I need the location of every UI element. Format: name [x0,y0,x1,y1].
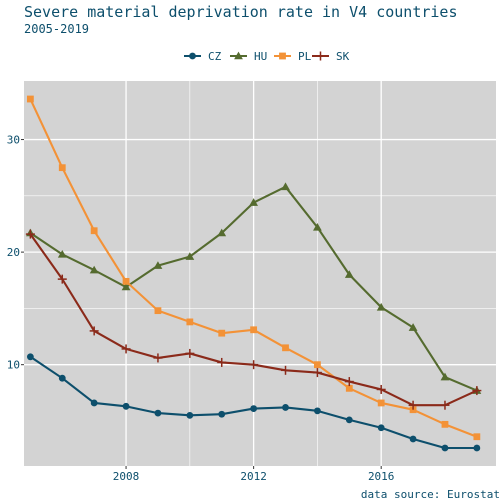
legend-label-pl: PL [298,50,312,63]
y-tick-label: 10 [7,359,20,372]
legend-item-pl: PL [274,50,312,63]
legend-key-marker-sk [316,51,325,61]
point-cz [409,435,417,443]
point-pl [218,329,226,337]
point-hu [440,372,450,381]
point-cz [282,404,289,411]
series-pl [26,95,481,441]
legend-label-hu: HU [254,50,267,63]
point-cz [473,444,481,452]
point-pl [122,277,130,285]
point-sk [312,368,322,378]
chart-title: Severe material deprivation rate in V4 c… [24,3,457,21]
point-cz [26,353,34,361]
point-sk [472,386,482,396]
series-cz [26,353,481,452]
point-sk [344,377,354,387]
x-tick-label: 2012 [240,470,267,483]
legend-label-cz: CZ [208,50,222,63]
point-cz [441,444,449,452]
point-hu [249,198,259,206]
legend-item-hu: HU [230,50,267,63]
point-cz [58,374,66,382]
x-tick-label: 2016 [368,470,395,483]
point-sk [440,400,450,410]
point-hu [89,265,99,274]
legend-item-cz: CZ [184,50,222,63]
x-tick-label: 2008 [113,470,140,483]
point-pl [58,164,66,172]
point-hu [57,249,67,258]
point-sk [57,274,67,284]
legend-key-marker-pl [279,52,286,60]
point-sk [217,357,227,367]
legend-key-marker-hu [234,51,243,60]
point-sk [408,400,418,410]
point-pl [314,361,321,369]
point-sk [376,384,386,394]
series-layer [25,95,482,452]
point-hu [217,228,227,237]
chart-subtitle: 2005-2019 [24,22,89,36]
point-cz [154,409,162,417]
point-hu [121,282,131,291]
point-cz [314,407,321,415]
grid-lines [24,81,496,466]
point-sk [185,348,195,358]
legend-item-sk: SK [312,50,350,63]
point-hu [185,252,195,260]
point-hu [281,182,290,191]
y-tick-label: 20 [7,246,20,259]
point-pl [282,344,289,352]
point-pl [154,307,162,315]
point-pl [90,227,98,235]
point-sk [153,353,163,363]
point-hu [153,261,163,269]
legend: CZ HU PL SK [184,50,350,63]
point-cz [122,402,130,410]
point-sk [121,344,131,354]
point-cz [250,405,258,412]
point-hu [313,222,322,231]
point-sk [249,360,259,370]
point-pl [250,326,258,334]
point-pl [26,95,34,103]
axes: 2008 2012 2016 10 20 30 [7,134,395,483]
point-pl [377,399,385,407]
point-hu [376,302,386,311]
point-pl [409,406,417,414]
y-tick-label: 30 [7,134,20,147]
point-cz [218,410,226,418]
point-sk [281,365,291,375]
point-cz [377,424,385,432]
legend-label-sk: SK [336,50,350,63]
point-sk [89,326,99,336]
point-sk [25,229,35,239]
point-pl [473,433,481,441]
series-sk [25,229,482,410]
point-cz [90,399,98,407]
point-pl [345,384,353,392]
legend-key-marker-cz [189,52,196,60]
point-hu [344,270,354,278]
chart-caption: data source: Eurostat [361,488,500,501]
point-hu [408,323,418,331]
point-pl [186,318,194,326]
point-cz [345,416,353,424]
point-pl [441,420,449,428]
point-cz [186,411,194,419]
